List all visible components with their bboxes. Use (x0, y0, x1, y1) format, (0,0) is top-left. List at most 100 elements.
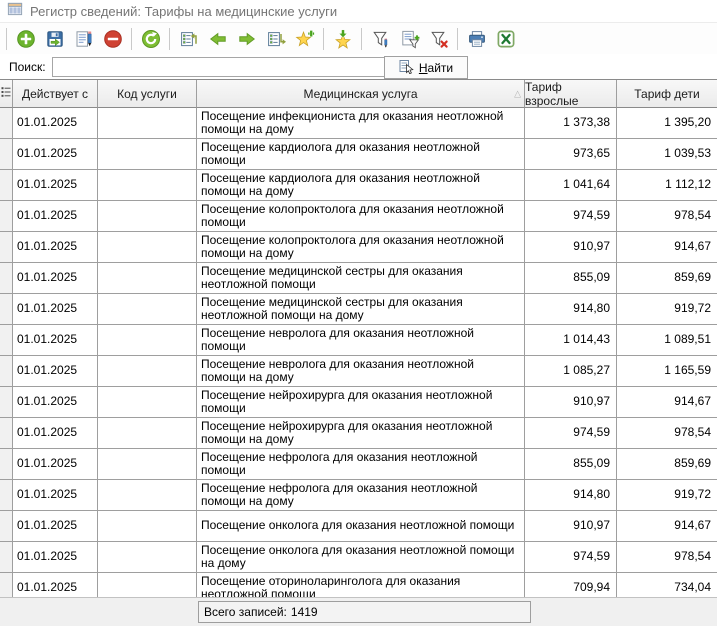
cell-tariff-child: 1 112,12 (617, 170, 717, 201)
row-selector-cell (0, 263, 13, 294)
table-row[interactable]: 01.01.2025 Посещение онколога для оказан… (0, 542, 717, 573)
cell-service-code (98, 480, 197, 511)
table-row[interactable]: 01.01.2025 Посещение медицинской сестры … (0, 263, 717, 294)
save-button[interactable] (41, 25, 68, 52)
find-button[interactable]: Найти (384, 56, 468, 79)
cell-service-code (98, 108, 197, 139)
table-row[interactable]: 01.01.2025 Посещение нейрохирурга для ок… (0, 418, 717, 449)
print-button[interactable] (463, 25, 490, 52)
configure-filter-button[interactable] (367, 25, 394, 52)
arrow-left-icon (208, 29, 228, 49)
column-header-tariff-child[interactable]: Тариф дети (617, 80, 717, 108)
table-row[interactable]: 01.01.2025 Посещение кардиолога для оказ… (0, 139, 717, 170)
cell-service: Посещение медицинской сестры для оказани… (197, 294, 525, 325)
cell-effective-from: 01.01.2025 (13, 449, 98, 480)
cell-service: Посещение невролога для оказания неотлож… (197, 325, 525, 356)
cell-effective-from: 01.01.2025 (13, 263, 98, 294)
cell-effective-from: 01.01.2025 (13, 480, 98, 511)
column-header-service[interactable]: Медицинская услуга △ (197, 80, 525, 108)
table-row[interactable]: 01.01.2025 Посещение инфекциониста для о… (0, 108, 717, 139)
cell-service-code (98, 139, 197, 170)
star-arrow-icon (333, 29, 353, 49)
favorites-button[interactable] (329, 25, 356, 52)
search-input[interactable] (52, 57, 390, 77)
toolbar-separator (457, 27, 458, 50)
cell-effective-from: 01.01.2025 (13, 573, 98, 598)
cell-effective-from: 01.01.2025 (13, 511, 98, 542)
row-selector-cell (0, 356, 13, 387)
cell-tariff-child: 919,72 (617, 480, 717, 511)
search-bar: Поиск: Найти (0, 54, 717, 79)
table-row[interactable]: 01.01.2025 Посещение оториноларинголога … (0, 573, 717, 598)
cell-tariff-child: 978,54 (617, 418, 717, 449)
column-header-tariff-adult[interactable]: Тариф взрослые (525, 80, 617, 108)
cell-service-code (98, 573, 197, 598)
cell-service: Посещение медицинской сестры для оказани… (197, 263, 525, 294)
cell-service: Посещение онколога для оказания неотложн… (197, 542, 525, 573)
printer-icon (467, 29, 487, 49)
records-table: Действует с Код услуги Медицинская услуг… (0, 79, 717, 598)
add-button[interactable] (12, 25, 39, 52)
table-row[interactable]: 01.01.2025 Посещение колопроктолога для … (0, 201, 717, 232)
cell-tariff-child: 734,04 (617, 573, 717, 598)
cell-tariff-child: 919,72 (617, 294, 717, 325)
clear-filter-button[interactable] (425, 25, 452, 52)
cell-service-code (98, 294, 197, 325)
delete-button[interactable] (99, 25, 126, 52)
column-header-effective-from[interactable]: Действует с (13, 80, 98, 108)
table-row[interactable]: 01.01.2025 Посещение колопроктолога для … (0, 232, 717, 263)
cell-tariff-adult: 910,97 (525, 387, 617, 418)
row-selector-cell (0, 542, 13, 573)
total-records-count: 1419 (290, 605, 318, 619)
cell-service: Посещение нефролога для оказания неотлож… (197, 480, 525, 511)
cell-effective-from: 01.01.2025 (13, 139, 98, 170)
table-body: 01.01.2025 Посещение инфекциониста для о… (0, 108, 717, 598)
table-row[interactable]: 01.01.2025 Посещение онколога для оказан… (0, 511, 717, 542)
cell-tariff-adult: 855,09 (525, 263, 617, 294)
cell-tariff-adult: 855,09 (525, 449, 617, 480)
row-selector-cell (0, 294, 13, 325)
prev-record-button[interactable] (175, 25, 202, 52)
table-row[interactable]: 01.01.2025 Посещение кардиолога для оказ… (0, 170, 717, 201)
cell-tariff-child: 859,69 (617, 449, 717, 480)
cell-service-code (98, 201, 197, 232)
total-records-box: Всего записей: 1419 (198, 601, 531, 623)
row-selector-cell (0, 232, 13, 263)
cell-effective-from: 01.01.2025 (13, 542, 98, 573)
table-icon (7, 1, 23, 22)
next-record-button[interactable] (262, 25, 289, 52)
cell-service-code (98, 511, 197, 542)
back-button[interactable] (204, 25, 231, 52)
toolbar-separator (361, 27, 362, 50)
table-row[interactable]: 01.01.2025 Посещение невролога для оказа… (0, 356, 717, 387)
cell-effective-from: 01.01.2025 (13, 201, 98, 232)
table-row[interactable]: 01.01.2025 Посещение медицинской сестры … (0, 294, 717, 325)
save-filter-button[interactable] (396, 25, 423, 52)
toolbar-separator (169, 27, 170, 50)
cell-tariff-child: 1 395,20 (617, 108, 717, 139)
row-selector-header[interactable] (0, 80, 13, 108)
table-row[interactable]: 01.01.2025 Посещение нефролога для оказа… (0, 449, 717, 480)
table-row[interactable]: 01.01.2025 Посещение невролога для оказа… (0, 325, 717, 356)
export-excel-button[interactable] (492, 25, 519, 52)
cell-tariff-adult: 914,80 (525, 294, 617, 325)
cell-service: Посещение онколога для оказания неотложн… (197, 511, 525, 542)
table-row[interactable]: 01.01.2025 Посещение нейрохирурга для ок… (0, 387, 717, 418)
row-selector-cell (0, 108, 13, 139)
cell-service: Посещение оториноларинголога для оказани… (197, 573, 525, 598)
cell-tariff-child: 914,67 (617, 387, 717, 418)
cell-service-code (98, 542, 197, 573)
edit-button[interactable] (70, 25, 97, 52)
search-label: Поиск: (9, 60, 46, 74)
forward-button[interactable] (233, 25, 260, 52)
row-selector-cell (0, 480, 13, 511)
column-header-service-code[interactable]: Код услуги (98, 80, 197, 108)
cell-tariff-child: 859,69 (617, 263, 717, 294)
table-row[interactable]: 01.01.2025 Посещение нефролога для оказа… (0, 480, 717, 511)
refresh-button[interactable] (137, 25, 164, 52)
cell-tariff-adult: 974,59 (525, 201, 617, 232)
cell-tariff-child: 1 165,59 (617, 356, 717, 387)
cell-tariff-adult: 910,97 (525, 232, 617, 263)
prev-record-icon (179, 29, 199, 49)
add-favorite-button[interactable] (291, 25, 318, 52)
